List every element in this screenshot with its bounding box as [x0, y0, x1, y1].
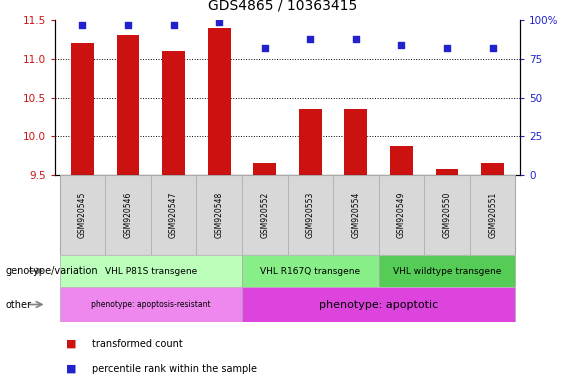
Text: GSM920550: GSM920550	[442, 192, 451, 238]
Text: GSM920548: GSM920548	[215, 192, 224, 238]
Text: phenotype: apoptotic: phenotype: apoptotic	[319, 300, 438, 310]
Text: VHL wildtype transgene: VHL wildtype transgene	[393, 266, 501, 275]
Bar	[59, 175, 105, 255]
Bar	[470, 175, 515, 255]
Bar	[151, 175, 196, 255]
Text: percentile rank within the sample: percentile rank within the sample	[92, 364, 257, 374]
Bar	[333, 175, 379, 255]
Text: GSM920553: GSM920553	[306, 192, 315, 238]
Point	[351, 36, 360, 42]
Bar	[436, 169, 458, 175]
Text: other: other	[6, 300, 32, 310]
Bar	[299, 109, 321, 175]
Text: VHL P81S transgene: VHL P81S transgene	[105, 266, 197, 275]
Bar	[481, 163, 504, 175]
Text: GSM920545: GSM920545	[78, 192, 87, 238]
Bar	[71, 43, 94, 175]
Bar	[390, 146, 413, 175]
Bar	[196, 175, 242, 255]
Bar	[242, 175, 288, 255]
Point	[260, 45, 270, 51]
Bar	[59, 255, 242, 287]
Bar	[105, 175, 151, 255]
Bar	[379, 255, 515, 287]
Bar	[59, 287, 242, 322]
Bar	[116, 35, 140, 175]
Text: GSM920554: GSM920554	[351, 192, 360, 238]
Text: genotype/variation: genotype/variation	[6, 266, 98, 276]
Bar	[242, 287, 515, 322]
Point	[488, 45, 497, 51]
Text: GSM920547: GSM920547	[169, 192, 178, 238]
Text: transformed count: transformed count	[92, 339, 182, 349]
Point	[397, 42, 406, 48]
Point	[78, 22, 87, 28]
Bar	[288, 175, 333, 255]
Text: ■: ■	[66, 339, 77, 349]
Point	[169, 22, 178, 28]
Text: GSM920552: GSM920552	[260, 192, 269, 238]
Bar	[242, 255, 379, 287]
Text: GSM920546: GSM920546	[123, 192, 132, 238]
Bar	[208, 28, 231, 175]
Point	[442, 45, 451, 51]
Text: VHL R167Q transgene: VHL R167Q transgene	[260, 266, 360, 275]
Bar	[345, 109, 367, 175]
Bar	[379, 175, 424, 255]
Bar	[253, 163, 276, 175]
Point	[306, 36, 315, 42]
Bar	[162, 51, 185, 175]
Point	[215, 18, 224, 25]
Bar	[424, 175, 470, 255]
Text: phenotype: apoptosis-resistant: phenotype: apoptosis-resistant	[91, 300, 211, 309]
Text: GSM920549: GSM920549	[397, 192, 406, 238]
Text: GDS4865 / 10363415: GDS4865 / 10363415	[208, 0, 357, 12]
Point	[123, 22, 132, 28]
Text: ■: ■	[66, 364, 77, 374]
Text: GSM920551: GSM920551	[488, 192, 497, 238]
